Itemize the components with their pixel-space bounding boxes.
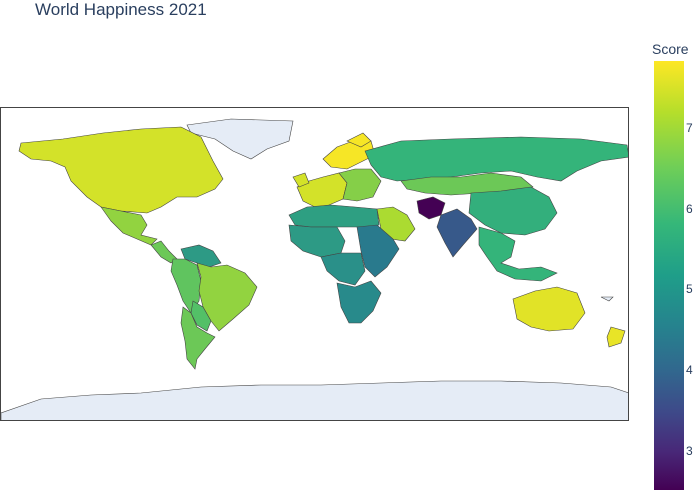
colorbar-tick: 6 <box>686 202 693 216</box>
region-greenland[interactable] <box>186 118 294 160</box>
region-australia[interactable] <box>512 286 586 332</box>
colorbar-tick: 3 <box>686 444 693 458</box>
region-china[interactable] <box>468 186 558 236</box>
region-southern-africa[interactable] <box>336 280 382 324</box>
region-western-europe-part[interactable] <box>292 172 310 188</box>
region-india[interactable] <box>436 208 478 258</box>
region-mexico[interactable] <box>100 206 158 246</box>
map-canvas[interactable] <box>1 108 629 421</box>
region-russia[interactable] <box>364 136 629 182</box>
region-brazil[interactable] <box>196 262 258 332</box>
colorbar-title: Score <box>652 41 689 57</box>
region-canada-usa[interactable] <box>18 126 224 214</box>
colorbar-tick: 4 <box>686 363 693 377</box>
colorbar-tick: 5 <box>686 282 693 296</box>
region-central-africa[interactable] <box>320 252 366 286</box>
region-north-africa[interactable] <box>288 204 380 228</box>
region-antarctica-part[interactable] <box>600 296 614 302</box>
colorbar-tick: 7 <box>686 121 693 135</box>
region-southeast-asia[interactable] <box>478 226 558 282</box>
map-title: World Happiness 2021 <box>35 0 207 19</box>
region-east-africa[interactable] <box>356 224 400 278</box>
region-new-zealand[interactable] <box>606 326 626 348</box>
region-eastern-europe[interactable] <box>338 168 382 202</box>
region-west-africa[interactable] <box>288 224 346 258</box>
region-antarctica[interactable] <box>1 380 629 421</box>
choropleth-map[interactable] <box>0 107 629 421</box>
colorbar <box>654 61 684 490</box>
region-nordics-part[interactable] <box>346 132 372 148</box>
region-chile-argentina[interactable] <box>180 306 216 370</box>
